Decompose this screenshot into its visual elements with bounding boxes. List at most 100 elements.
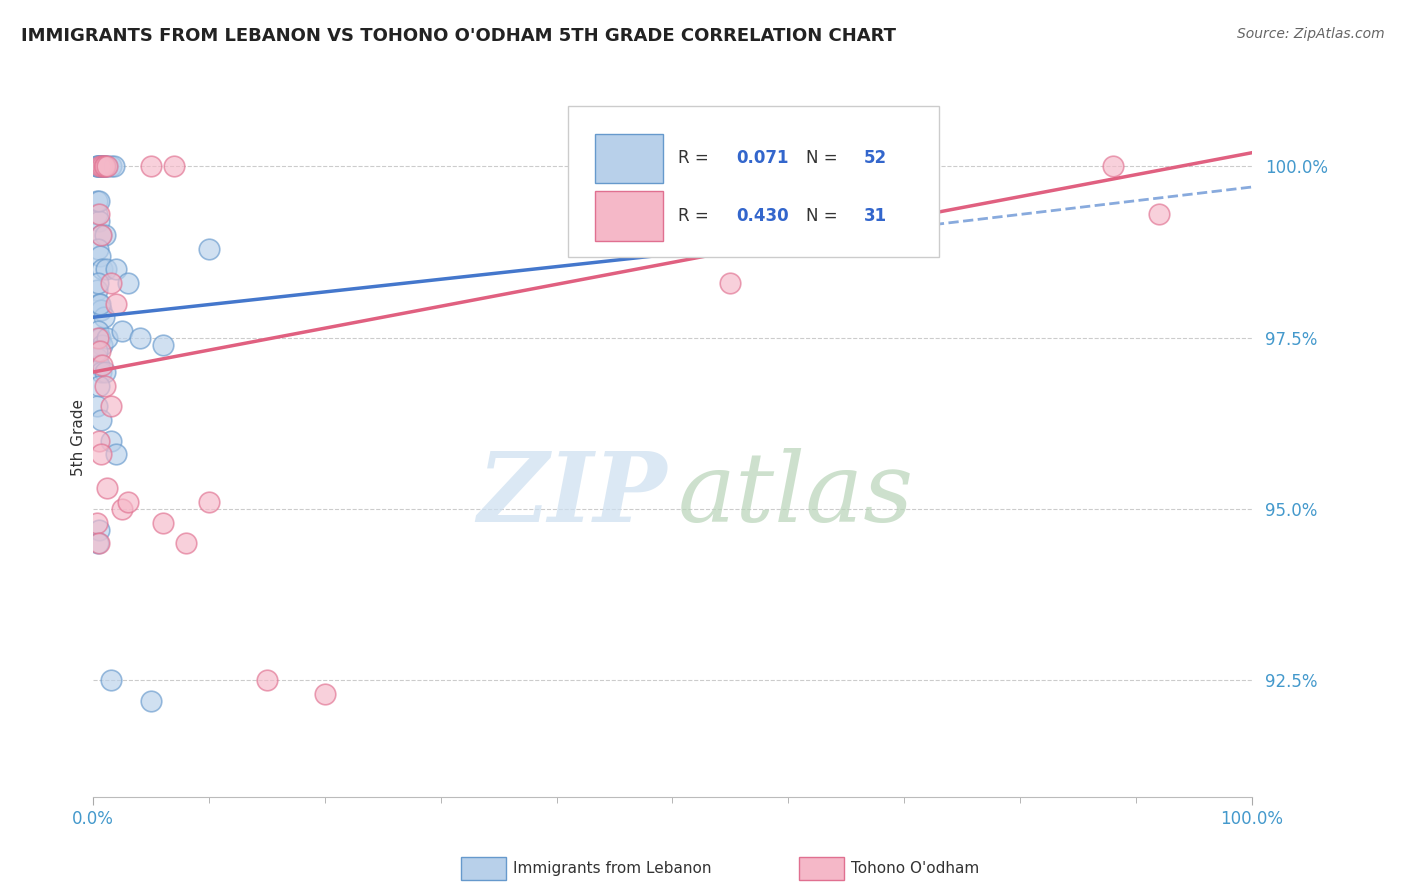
- Point: [87, 242, 110, 256]
- Point: [96, 331, 118, 345]
- Text: 31: 31: [863, 207, 887, 225]
- Point: [86, 160, 108, 174]
- Point: [89, 160, 111, 174]
- Point: [1101, 160, 1123, 174]
- Point: [86, 516, 108, 530]
- Point: [90, 227, 112, 242]
- Point: [91, 358, 114, 372]
- Point: [96, 482, 118, 496]
- Point: [139, 694, 162, 708]
- Text: 0.430: 0.430: [737, 207, 789, 225]
- Point: [152, 337, 174, 351]
- Point: [93, 160, 115, 174]
- Point: [94, 160, 117, 174]
- Point: [105, 296, 128, 310]
- Point: [86, 194, 108, 208]
- Point: [90, 227, 112, 242]
- Point: [86, 283, 108, 297]
- Point: [87, 331, 110, 345]
- Point: [111, 324, 134, 338]
- Point: [87, 207, 110, 221]
- Text: ZIP: ZIP: [477, 448, 666, 541]
- Point: [94, 227, 117, 242]
- Text: 52: 52: [863, 149, 887, 167]
- Y-axis label: 5th Grade: 5th Grade: [72, 399, 86, 475]
- Point: [100, 434, 122, 448]
- Point: [100, 276, 122, 290]
- FancyBboxPatch shape: [595, 191, 664, 241]
- Point: [314, 687, 336, 701]
- Point: [256, 673, 278, 688]
- Point: [94, 365, 117, 379]
- Point: [89, 331, 111, 345]
- Point: [91, 160, 114, 174]
- Point: [93, 160, 115, 174]
- Point: [105, 262, 128, 277]
- Point: [139, 160, 162, 174]
- Point: [111, 502, 134, 516]
- Point: [91, 262, 114, 277]
- Point: [198, 495, 221, 509]
- Point: [86, 160, 108, 174]
- Point: [87, 378, 110, 392]
- Point: [87, 324, 110, 338]
- Point: [91, 160, 114, 174]
- Point: [86, 344, 108, 359]
- Point: [87, 160, 110, 174]
- Point: [96, 160, 118, 174]
- Point: [86, 351, 108, 366]
- Point: [87, 523, 110, 537]
- Point: [94, 160, 117, 174]
- Point: [90, 447, 112, 461]
- Point: [87, 194, 110, 208]
- Point: [94, 378, 117, 392]
- Text: Tohono O'odham: Tohono O'odham: [851, 862, 979, 876]
- FancyBboxPatch shape: [595, 134, 664, 183]
- Point: [198, 242, 221, 256]
- Point: [86, 207, 108, 221]
- Point: [1147, 207, 1170, 221]
- Point: [117, 276, 139, 290]
- FancyBboxPatch shape: [568, 106, 939, 257]
- Point: [105, 447, 128, 461]
- Text: N =: N =: [806, 207, 842, 225]
- Text: Source: ZipAtlas.com: Source: ZipAtlas.com: [1237, 27, 1385, 41]
- Point: [100, 160, 122, 174]
- Point: [117, 495, 139, 509]
- Text: Immigrants from Lebanon: Immigrants from Lebanon: [513, 862, 711, 876]
- Text: 0.071: 0.071: [737, 149, 789, 167]
- Point: [87, 536, 110, 550]
- Point: [89, 160, 111, 174]
- Point: [91, 337, 114, 351]
- Text: R =: R =: [678, 149, 714, 167]
- Point: [87, 434, 110, 448]
- Point: [87, 296, 110, 310]
- Point: [100, 673, 122, 688]
- Point: [718, 276, 741, 290]
- Point: [128, 331, 150, 345]
- Point: [89, 248, 111, 262]
- Text: IMMIGRANTS FROM LEBANON VS TOHONO O'ODHAM 5TH GRADE CORRELATION CHART: IMMIGRANTS FROM LEBANON VS TOHONO O'ODHA…: [21, 27, 896, 45]
- Point: [90, 303, 112, 318]
- Point: [163, 160, 186, 174]
- Text: atlas: atlas: [678, 448, 914, 541]
- Point: [90, 365, 112, 379]
- Point: [87, 160, 110, 174]
- Point: [87, 214, 110, 228]
- Point: [90, 413, 112, 427]
- Point: [89, 344, 111, 359]
- Text: R =: R =: [678, 207, 714, 225]
- Point: [103, 160, 125, 174]
- Point: [93, 310, 115, 325]
- Text: N =: N =: [806, 149, 842, 167]
- Point: [100, 399, 122, 413]
- Point: [87, 358, 110, 372]
- Point: [96, 160, 118, 174]
- Point: [87, 276, 110, 290]
- Point: [174, 536, 197, 550]
- Point: [89, 296, 111, 310]
- Point: [87, 536, 110, 550]
- Point: [90, 160, 112, 174]
- Point: [86, 399, 108, 413]
- Point: [152, 516, 174, 530]
